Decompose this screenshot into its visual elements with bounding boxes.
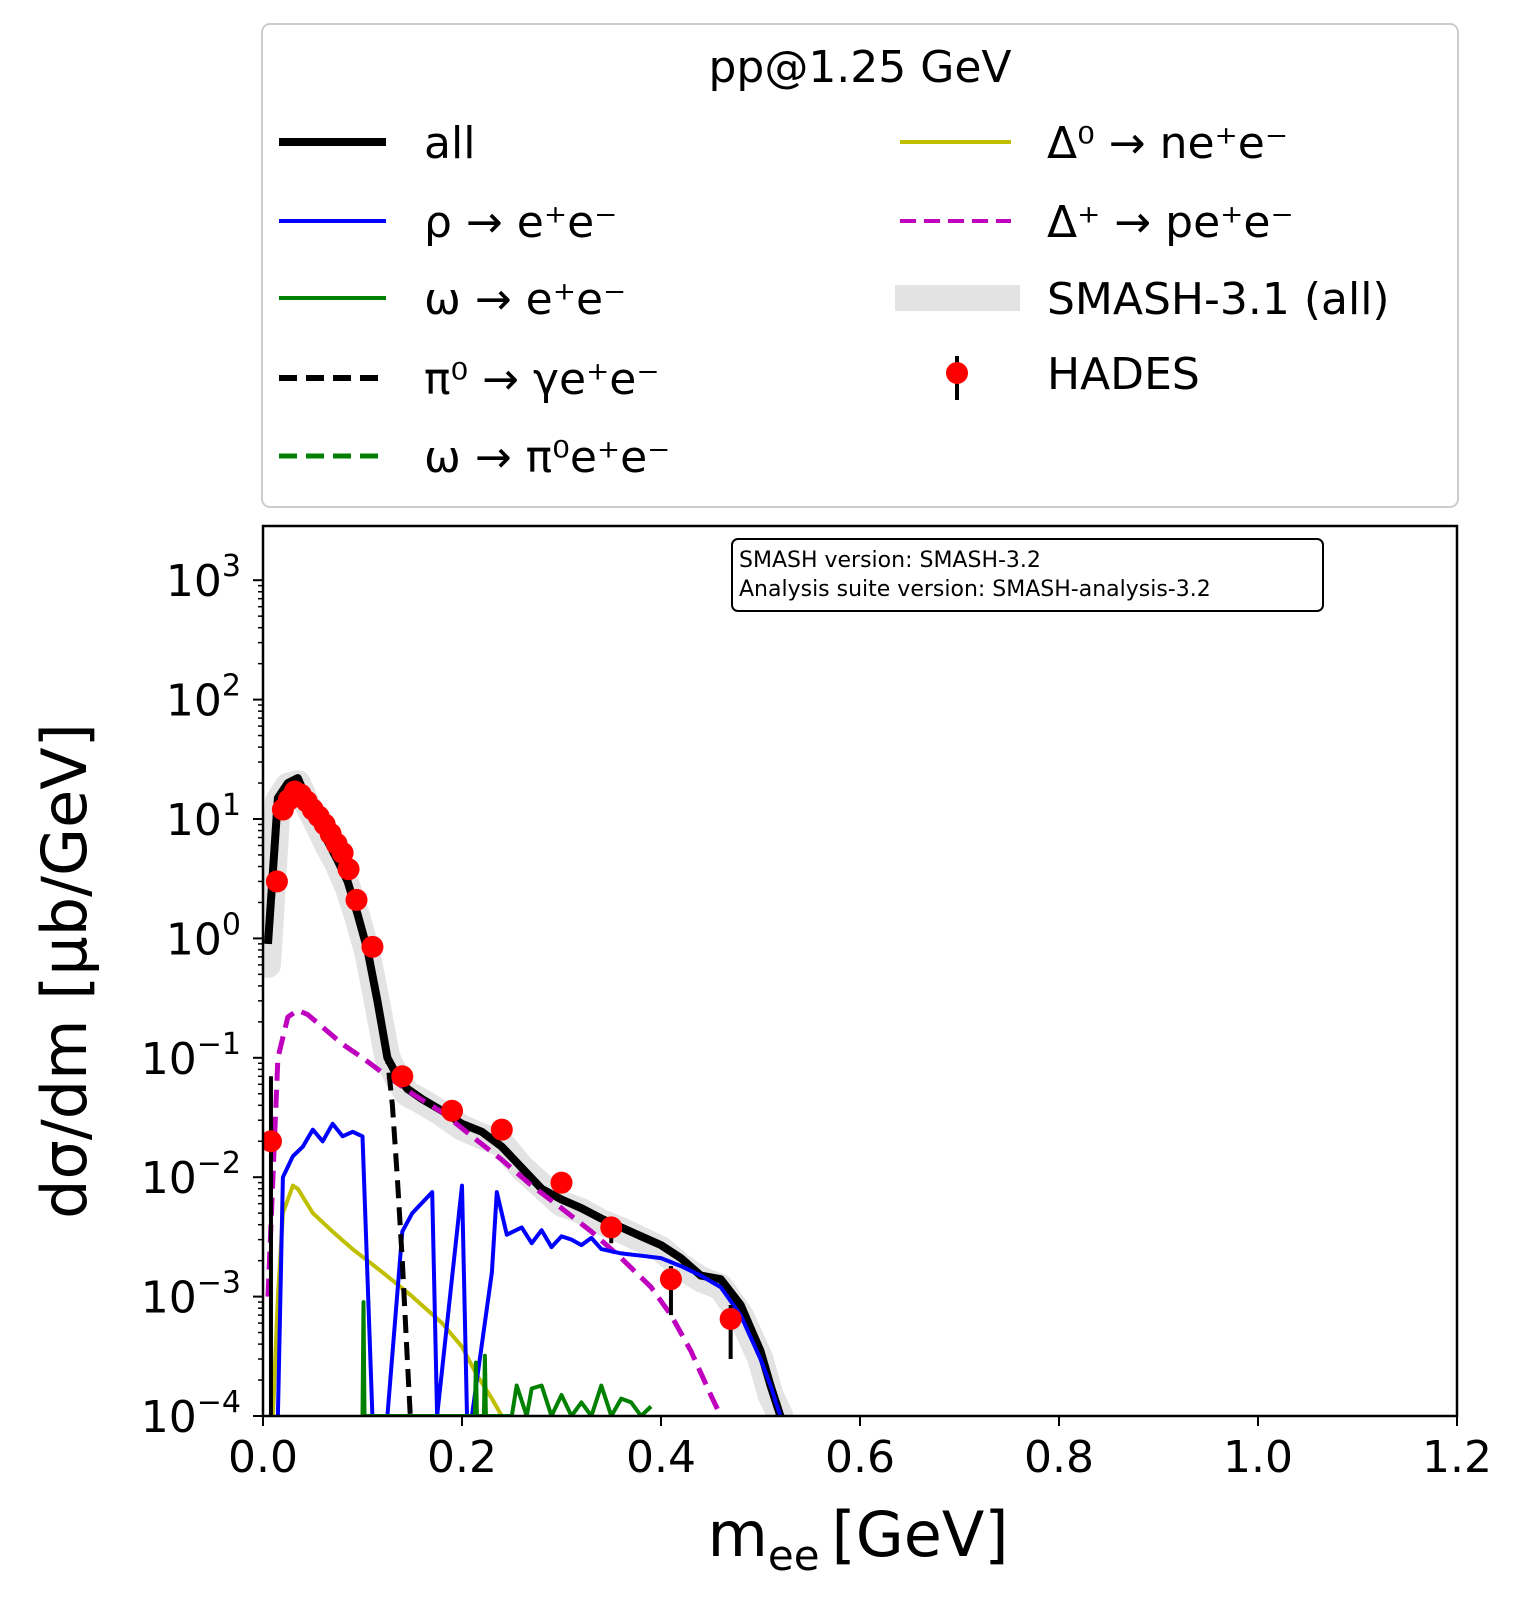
x-tick-label: 0.6 bbox=[825, 1432, 895, 1483]
legend-entry-pi0-dalitz: π⁰ → γe⁺e⁻ bbox=[279, 354, 660, 405]
series-line-delta0 bbox=[270, 1183, 504, 1416]
legend-entry-hades: HADES bbox=[946, 349, 1200, 400]
y-tick-label: 10−1 bbox=[141, 1027, 241, 1085]
hades-point bbox=[550, 1171, 573, 1194]
x-axis-label-subscript: ee bbox=[768, 1531, 820, 1580]
x-tick-label: 0.0 bbox=[228, 1432, 298, 1483]
x-axis-label-symbol: m bbox=[707, 1498, 767, 1571]
legend-entry-omega-dalitz: ω → π⁰e⁺e⁻ bbox=[279, 432, 670, 483]
y-tick-label: 10−3 bbox=[141, 1266, 241, 1324]
plot-frame bbox=[261, 524, 1459, 1418]
y-axis: 10−4 10−3 10−2 10−1 100 101 102 103 bbox=[141, 549, 263, 1443]
x-axis-label: mee [GeV] bbox=[707, 1498, 1008, 1580]
y-tick-label: 102 bbox=[166, 669, 241, 727]
y-tick-label: 10−2 bbox=[141, 1146, 241, 1204]
version-annotation-line-1: SMASH version: SMASH-3.2 bbox=[739, 548, 1041, 573]
hades-point bbox=[337, 858, 360, 881]
y-axis-label: dσ/dm [μb/GeV] bbox=[28, 723, 101, 1219]
legend-label-rho: ρ → e⁺e⁻ bbox=[424, 197, 617, 248]
legend-label-hades: HADES bbox=[1047, 349, 1200, 400]
legend-label-pi0-dalitz: π⁰ → γe⁺e⁻ bbox=[424, 354, 660, 405]
hades-point bbox=[345, 888, 368, 911]
version-annotation-frame bbox=[731, 538, 1324, 612]
legend-entry-rho: ρ → e⁺e⁻ bbox=[279, 197, 617, 248]
y-tick-label: 103 bbox=[166, 549, 241, 607]
hades-point bbox=[265, 870, 288, 893]
hades-point bbox=[361, 935, 384, 958]
legend-title: pp@1.25 GeV bbox=[708, 42, 1011, 93]
legend-swatch-hades-marker bbox=[946, 362, 968, 384]
y-tick-label: 100 bbox=[166, 907, 241, 965]
hades-point bbox=[490, 1118, 513, 1141]
x-axis-label-unit: [GeV] bbox=[832, 1498, 1009, 1571]
hades-point bbox=[600, 1216, 623, 1239]
legend-entry-delta-plus: Δ⁺ → pe⁺e⁻ bbox=[900, 197, 1294, 248]
y-tick-label: 10−4 bbox=[141, 1385, 241, 1443]
y-tick-label: 101 bbox=[166, 788, 241, 846]
legend-label-smash-band: SMASH-3.1 (all) bbox=[1047, 274, 1390, 325]
x-tick-label: 0.4 bbox=[626, 1432, 696, 1483]
series-line-omega bbox=[360, 1300, 653, 1416]
hades-point bbox=[441, 1099, 464, 1122]
x-tick-label: 0.2 bbox=[427, 1432, 497, 1483]
hades-point bbox=[659, 1268, 682, 1291]
x-axis: 0.0 0.2 0.4 0.6 0.8 1.0 1.2 bbox=[228, 1416, 1492, 1483]
x-tick-label: 1.2 bbox=[1422, 1432, 1492, 1483]
series-line-delta-plus bbox=[265, 1007, 723, 1416]
legend-label-omega-dalitz: ω → π⁰e⁺e⁻ bbox=[424, 432, 670, 483]
legend-label-all: all bbox=[424, 118, 475, 169]
legend-frame bbox=[261, 23, 1459, 508]
x-tick-label: 0.8 bbox=[1024, 1432, 1094, 1483]
hades-point bbox=[391, 1065, 414, 1088]
legend-entry-all: all bbox=[279, 118, 475, 169]
legend-entry-smash-band: SMASH-3.1 (all) bbox=[895, 274, 1390, 325]
legend-label-delta-plus: Δ⁺ → pe⁺e⁻ bbox=[1047, 197, 1294, 248]
hades-point bbox=[263, 1130, 282, 1153]
legend-label-omega: ω → e⁺e⁻ bbox=[424, 274, 626, 325]
version-annotation-line-2: Analysis suite version: SMASH-analysis-3… bbox=[739, 577, 1211, 602]
plot-data bbox=[263, 770, 794, 1416]
x-tick-label: 1.0 bbox=[1223, 1432, 1293, 1483]
legend-label-delta0: Δ⁰ → ne⁺e⁻ bbox=[1047, 118, 1288, 169]
series-line-rho bbox=[275, 1121, 783, 1416]
legend: pp@1.25 GeV all ρ → e⁺e⁻ ω → e⁺e⁻ π⁰ → γ… bbox=[261, 23, 1459, 508]
hades-point bbox=[719, 1307, 742, 1330]
legend-entry-omega: ω → e⁺e⁻ bbox=[279, 274, 626, 325]
legend-entry-delta0: Δ⁰ → ne⁺e⁻ bbox=[900, 118, 1288, 169]
version-annotation: SMASH version: SMASH-3.2 Analysis suite … bbox=[731, 538, 1324, 612]
